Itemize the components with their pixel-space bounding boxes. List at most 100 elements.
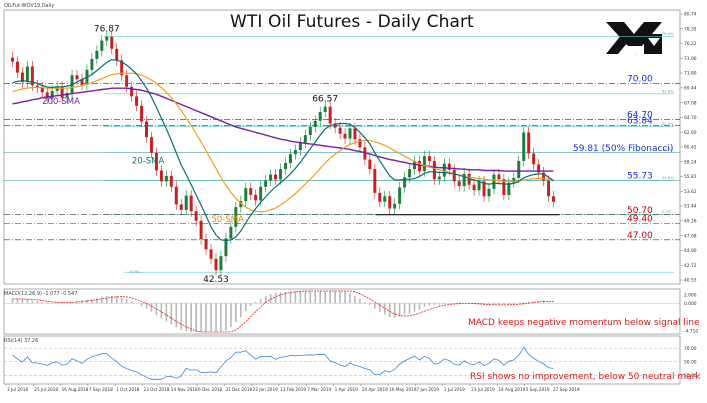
candle-body — [512, 177, 516, 183]
candle-body — [234, 207, 238, 227]
candle-body — [135, 96, 139, 106]
x-tick-label: 1 Oct 2018 — [116, 387, 140, 392]
x-tick-label: 23 Jul 2019 — [471, 387, 495, 392]
price-tick-label: 40.53 — [684, 278, 697, 284]
candle-body — [353, 128, 357, 140]
level-label: 47.00 — [627, 231, 653, 241]
candle-body — [189, 195, 193, 212]
fib-label: 38.2% — [662, 148, 674, 152]
candle-body — [95, 50, 99, 59]
candle-body — [219, 256, 223, 271]
price-tick-label: 58.24 — [684, 159, 697, 165]
price-tick-label: 42.72 — [684, 263, 697, 269]
candle-body — [283, 162, 287, 170]
candle-body — [50, 90, 54, 99]
candle-body — [537, 164, 541, 173]
level-label: 59.81 (50% Fibonacci) — [573, 144, 673, 154]
candle-body — [169, 175, 173, 187]
candle-body — [159, 170, 163, 182]
candle-body — [164, 175, 168, 182]
price-tick-label: 51.44 — [684, 204, 697, 210]
rsi-tick-label: 70.00 — [684, 346, 697, 352]
sma50-line — [12, 72, 554, 213]
candle-body — [532, 153, 536, 165]
candle-body — [20, 72, 24, 83]
candle-body — [363, 147, 367, 160]
candle-body — [229, 226, 233, 239]
rsi-note: RSI shows no improvement, below 50 neutr… — [470, 372, 701, 382]
price-tick-label: 53.62 — [684, 189, 697, 195]
candle-body — [318, 111, 322, 121]
candle-body — [477, 181, 481, 191]
candle-body — [462, 173, 466, 187]
candle-body — [244, 188, 248, 202]
candle-body — [55, 86, 59, 91]
x-tick-label: 7 Sep 2018 — [89, 387, 113, 392]
candle-body — [437, 176, 441, 180]
candle-body — [154, 152, 158, 171]
candle-body — [418, 160, 421, 172]
candle-body — [373, 169, 377, 193]
candle-body — [179, 204, 183, 210]
level-label: 49.40 — [627, 215, 653, 225]
fib-label-bottom: 0.0% — [130, 270, 140, 274]
candle-body — [432, 160, 436, 180]
chart-annotation: 200-SMA — [42, 97, 80, 107]
candle-body — [547, 180, 551, 197]
candle-body — [338, 127, 342, 134]
price-tick-label: 69.44 — [684, 85, 697, 91]
candle-body — [60, 86, 64, 98]
candle-body — [358, 139, 362, 148]
sma20-line — [12, 58, 554, 242]
level-label: 55.73 — [627, 172, 653, 182]
candle-body — [90, 58, 94, 70]
candle-body — [328, 106, 332, 124]
candle-body — [517, 160, 521, 178]
candle-body — [348, 128, 352, 139]
level-label: 64.70 — [627, 111, 653, 121]
x-tick-label: 1 Jul 2019 — [444, 387, 465, 392]
candle-body — [279, 169, 283, 180]
x-tick-label: 6 Dec 2018 — [198, 387, 222, 392]
x-tick-label: 13 Feb 2019 — [280, 387, 306, 392]
candle-body — [249, 188, 253, 195]
candle-body — [105, 36, 109, 41]
level-label: 70.00 — [627, 75, 653, 85]
candle-body — [343, 133, 347, 139]
macd-label: MACD(12,26,9) -1.077 -0.547 — [4, 291, 78, 297]
chart-header-label: OILFut-WOV19,Daily — [4, 3, 55, 9]
candle-body — [184, 195, 188, 210]
candle-body — [552, 196, 556, 202]
candle-body — [204, 239, 208, 250]
candle-body — [452, 169, 456, 182]
candle-body — [140, 105, 144, 122]
chart-annotation: 50-SMA — [211, 215, 244, 225]
x-tick-label: 1 Apr 2019 — [335, 387, 359, 392]
price-tick-label: 60.42 — [684, 145, 697, 151]
candle-body — [507, 182, 511, 195]
candle-body — [497, 174, 501, 180]
candle-body — [70, 75, 74, 93]
price-tick-label: 55.81 — [684, 174, 697, 180]
price-tick-label: 67.08 — [684, 100, 697, 106]
candle-body — [298, 142, 302, 151]
fib-label: 50.0% — [662, 122, 674, 126]
price-tick-label: 80.74 — [684, 12, 697, 18]
x-tick-label: 27 Sep 2019 — [553, 387, 580, 392]
candle-body — [30, 66, 34, 86]
x-tick-label: 7 Jun 2019 — [417, 387, 440, 392]
x-tick-label: 23 Oct 2018 — [144, 387, 170, 392]
x-tick-label: 16 May 2019 — [389, 387, 417, 392]
candle-body — [482, 181, 486, 197]
chart-annotation: 66.57 — [312, 95, 338, 105]
candle-body — [393, 203, 397, 209]
x-tick-label: 7 Mar 2019 — [307, 387, 331, 392]
candle-body — [427, 156, 431, 161]
candle-body — [40, 87, 44, 93]
candle-body — [308, 126, 312, 136]
candle-body — [100, 40, 104, 51]
candle-body — [368, 159, 372, 170]
candle-body — [120, 60, 124, 76]
candle-body — [15, 61, 19, 73]
